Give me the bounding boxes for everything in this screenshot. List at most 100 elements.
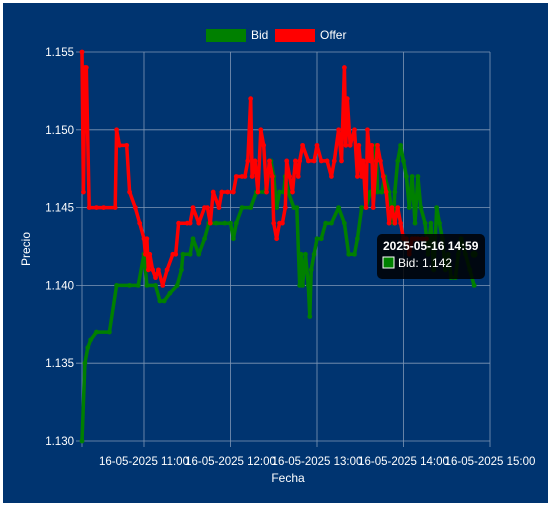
data-point-bid[interactable] bbox=[412, 220, 418, 226]
data-point-offer[interactable] bbox=[336, 127, 342, 133]
data-point-offer[interactable] bbox=[156, 267, 161, 273]
data-point-bid[interactable] bbox=[336, 205, 342, 211]
data-point-offer[interactable] bbox=[255, 189, 261, 195]
data-point-bid[interactable] bbox=[437, 220, 442, 226]
data-point-offer[interactable] bbox=[292, 158, 298, 164]
data-point-offer[interactable] bbox=[373, 158, 379, 164]
data-point-bid[interactable] bbox=[180, 251, 186, 257]
data-point-offer[interactable] bbox=[269, 174, 275, 179]
data-point-offer[interactable] bbox=[164, 267, 170, 273]
data-point-bid[interactable] bbox=[346, 251, 352, 257]
data-point-offer[interactable] bbox=[81, 189, 86, 195]
data-point-bid[interactable] bbox=[392, 189, 398, 195]
data-point-offer[interactable] bbox=[367, 158, 373, 164]
data-point-offer[interactable] bbox=[79, 49, 85, 55]
data-point-bid[interactable] bbox=[161, 298, 167, 304]
data-point-offer[interactable] bbox=[242, 174, 248, 179]
data-point-offer[interactable] bbox=[160, 283, 166, 288]
data-point-offer[interactable] bbox=[324, 158, 330, 164]
data-point-offer[interactable] bbox=[86, 205, 92, 211]
data-point-bid[interactable] bbox=[213, 220, 219, 226]
data-point-offer[interactable] bbox=[300, 142, 305, 148]
data-point-offer[interactable] bbox=[297, 158, 303, 164]
data-point-offer[interactable] bbox=[363, 205, 369, 211]
data-point-bid[interactable] bbox=[79, 438, 85, 444]
data-point-bid[interactable] bbox=[359, 205, 365, 211]
data-point-bid[interactable] bbox=[174, 283, 180, 288]
data-point-bid[interactable] bbox=[190, 236, 196, 242]
data-point-bid[interactable] bbox=[308, 267, 314, 273]
data-point-offer[interactable] bbox=[305, 158, 311, 164]
data-point-bid[interactable] bbox=[179, 267, 184, 273]
data-point-bid[interactable] bbox=[323, 220, 329, 226]
data-point-bid[interactable] bbox=[434, 205, 440, 211]
data-point-offer[interactable] bbox=[380, 174, 386, 179]
data-point-offer[interactable] bbox=[290, 189, 295, 195]
data-point-offer[interactable] bbox=[196, 220, 202, 226]
data-point-bid[interactable] bbox=[277, 189, 282, 195]
data-point-bid[interactable] bbox=[135, 283, 141, 288]
data-point-offer[interactable] bbox=[354, 174, 360, 179]
data-point-offer[interactable] bbox=[341, 65, 347, 70]
data-point-bid[interactable] bbox=[341, 220, 347, 226]
data-point-bid[interactable] bbox=[401, 158, 406, 164]
data-point-bid[interactable] bbox=[307, 314, 313, 319]
data-point-offer[interactable] bbox=[261, 142, 267, 148]
data-point-offer[interactable] bbox=[205, 205, 210, 211]
data-point-bid[interactable] bbox=[114, 283, 120, 288]
legend-item-bid[interactable]: Bid bbox=[206, 28, 268, 42]
data-point-bid[interactable] bbox=[403, 174, 409, 179]
data-point-bid[interactable] bbox=[415, 174, 421, 179]
data-point-bid[interactable] bbox=[85, 345, 91, 351]
data-point-bid[interactable] bbox=[196, 251, 202, 257]
data-point-offer[interactable] bbox=[375, 142, 380, 148]
price-chart[interactable]: 1.130 1.135 1.140 1.145 1.150 1.155 16-05-202… bbox=[3, 3, 548, 503]
data-point-offer[interactable] bbox=[145, 267, 151, 273]
data-point-offer[interactable] bbox=[101, 205, 107, 211]
data-point-bid[interactable] bbox=[398, 142, 404, 148]
data-point-offer[interactable] bbox=[370, 205, 376, 211]
data-point-offer[interactable] bbox=[267, 158, 272, 164]
data-point-offer[interactable] bbox=[248, 96, 254, 102]
data-point-offer[interactable] bbox=[329, 174, 334, 179]
data-point-offer[interactable] bbox=[216, 205, 222, 211]
data-point-offer[interactable] bbox=[347, 142, 353, 148]
data-point-bid[interactable] bbox=[352, 251, 357, 257]
data-point-offer[interactable] bbox=[233, 174, 239, 179]
data-point-bid[interactable] bbox=[88, 337, 94, 343]
data-point-bid[interactable] bbox=[187, 251, 193, 257]
data-point-offer[interactable] bbox=[83, 65, 89, 70]
data-point-bid[interactable] bbox=[230, 236, 236, 242]
data-point-bid[interactable] bbox=[144, 283, 150, 288]
data-point-bid[interactable] bbox=[471, 283, 477, 288]
data-point-offer[interactable] bbox=[365, 127, 370, 133]
data-point-bid[interactable] bbox=[354, 236, 360, 242]
data-point-bid[interactable] bbox=[406, 205, 412, 211]
data-point-offer[interactable] bbox=[343, 142, 349, 148]
data-point-bid[interactable] bbox=[248, 205, 254, 211]
data-point-offer[interactable] bbox=[284, 158, 290, 164]
data-point-offer[interactable] bbox=[369, 142, 375, 148]
data-point-bid[interactable] bbox=[318, 236, 324, 242]
data-point-offer[interactable] bbox=[147, 251, 153, 257]
data-point-offer[interactable] bbox=[344, 96, 350, 102]
data-point-offer[interactable] bbox=[210, 189, 216, 195]
data-point-offer[interactable] bbox=[331, 158, 337, 164]
data-point-offer[interactable] bbox=[245, 158, 251, 164]
legend-item-offer[interactable]: Offer bbox=[275, 28, 346, 42]
data-point-offer[interactable] bbox=[112, 205, 118, 211]
data-point-bid[interactable] bbox=[418, 205, 424, 211]
data-point-offer[interactable] bbox=[230, 189, 236, 195]
data-point-bid[interactable] bbox=[375, 189, 380, 195]
data-point-bid[interactable] bbox=[106, 329, 112, 335]
data-point-bid[interactable] bbox=[303, 251, 308, 257]
data-point-bid[interactable] bbox=[300, 283, 305, 288]
data-point-offer[interactable] bbox=[114, 127, 120, 133]
data-point-offer[interactable] bbox=[398, 220, 404, 226]
data-point-offer[interactable] bbox=[219, 189, 225, 195]
data-point-offer[interactable] bbox=[225, 189, 231, 195]
data-point-offer[interactable] bbox=[124, 142, 130, 148]
data-point-offer[interactable] bbox=[264, 189, 269, 195]
data-point-offer[interactable] bbox=[386, 220, 392, 226]
data-point-bid[interactable] bbox=[305, 283, 311, 288]
